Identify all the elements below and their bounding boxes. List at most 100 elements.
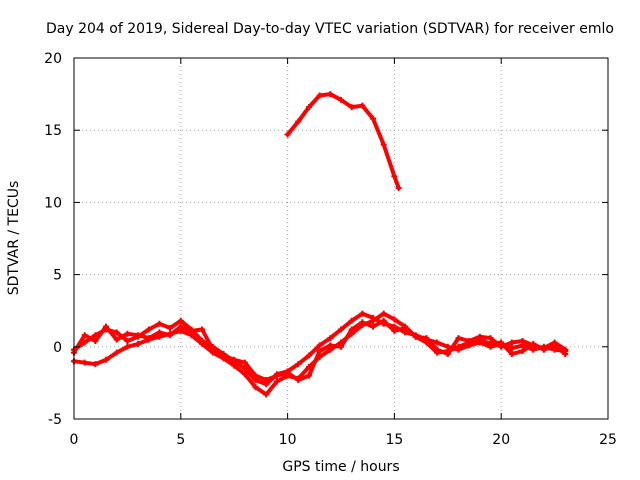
data-point <box>209 346 216 353</box>
data-point <box>370 317 377 324</box>
data-point <box>476 333 483 340</box>
y-tick-label: 10 <box>44 195 62 211</box>
data-point <box>327 342 334 349</box>
data-point <box>487 340 494 347</box>
data-point <box>167 332 174 339</box>
data-point <box>241 359 248 366</box>
data-point <box>177 323 184 330</box>
data-point <box>231 356 238 363</box>
series-group <box>71 91 569 398</box>
data-point <box>273 378 280 385</box>
data-point <box>530 342 537 349</box>
data-point <box>338 343 344 350</box>
data-point <box>199 326 206 333</box>
data-point <box>519 338 526 345</box>
y-tick-label: 0 <box>53 340 62 356</box>
data-point <box>412 333 419 340</box>
x-tick-label: 0 <box>70 432 79 448</box>
data-point <box>380 310 387 317</box>
data-point <box>81 332 88 339</box>
data-point <box>316 348 323 355</box>
data-point <box>466 338 473 345</box>
y-tick-label: 20 <box>44 51 62 67</box>
data-point <box>380 141 387 148</box>
series-line <box>285 92 401 190</box>
data-point <box>252 372 259 379</box>
data-point <box>135 332 142 339</box>
data-point <box>348 104 355 111</box>
data-point <box>124 338 131 345</box>
data-point <box>81 339 88 346</box>
data-point <box>231 362 238 369</box>
data-point <box>167 325 174 332</box>
y-tick-label: 15 <box>44 123 62 139</box>
data-point <box>508 345 515 352</box>
data-point <box>305 104 312 111</box>
data-point <box>338 96 344 103</box>
data-point <box>370 323 377 330</box>
series-trace-c <box>71 317 569 384</box>
data-point <box>145 335 152 342</box>
data-point <box>316 342 323 349</box>
data-point <box>423 335 430 342</box>
y-axis-label: SDTVAR / TECUs <box>6 181 22 296</box>
grid <box>74 58 608 419</box>
data-point <box>519 348 526 355</box>
y-tick-label: 5 <box>53 268 62 284</box>
x-tick-label: 5 <box>176 432 185 448</box>
data-point <box>241 371 248 378</box>
data-point <box>145 326 152 333</box>
data-point <box>305 372 312 379</box>
data-point <box>327 335 334 342</box>
data-point <box>391 173 398 180</box>
data-point <box>434 339 441 346</box>
data-point <box>220 352 227 359</box>
x-tick-label: 20 <box>492 432 510 448</box>
data-point <box>434 346 441 353</box>
data-point <box>562 346 569 353</box>
series-trace-d <box>284 91 402 191</box>
data-point <box>444 351 451 358</box>
data-point <box>370 115 377 122</box>
data-point <box>327 91 334 98</box>
data-point <box>305 352 312 359</box>
data-point <box>113 329 120 336</box>
data-point <box>92 361 99 368</box>
y-tick-label: -5 <box>48 412 62 428</box>
data-point <box>124 330 131 337</box>
data-point <box>156 329 163 336</box>
data-point <box>284 131 291 138</box>
data-point <box>188 327 195 334</box>
data-point <box>295 118 302 125</box>
x-tick-label: 15 <box>385 432 403 448</box>
data-point <box>455 343 462 350</box>
data-point <box>395 184 402 191</box>
data-point <box>113 349 120 356</box>
x-tick-label: 25 <box>599 432 617 448</box>
plot-frame <box>73 57 609 420</box>
data-point <box>103 323 110 330</box>
data-point <box>508 351 515 358</box>
data-point <box>359 319 366 326</box>
data-point <box>263 391 270 398</box>
data-point <box>508 339 515 346</box>
data-point <box>177 317 184 324</box>
data-point <box>295 377 302 384</box>
data-point <box>359 102 366 109</box>
data-point <box>241 365 248 372</box>
data-point <box>391 327 398 334</box>
data-point <box>540 345 547 352</box>
data-point <box>348 326 355 333</box>
data-point <box>380 317 387 324</box>
data-point <box>273 372 280 379</box>
data-point <box>252 384 259 391</box>
data-point <box>338 326 344 333</box>
data-point <box>124 343 131 350</box>
data-point <box>113 336 120 343</box>
data-point <box>103 356 110 363</box>
data-point <box>295 361 302 368</box>
data-point <box>199 340 206 347</box>
data-point <box>284 369 291 376</box>
data-point <box>391 316 398 323</box>
